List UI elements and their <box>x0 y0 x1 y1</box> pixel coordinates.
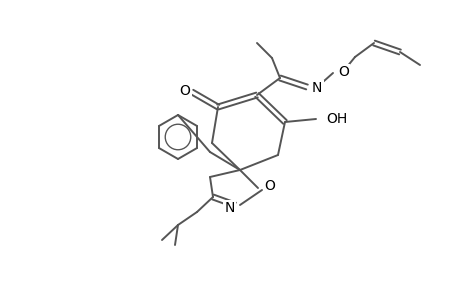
Text: N: N <box>224 201 235 215</box>
Text: O: O <box>263 179 274 193</box>
Text: O: O <box>337 65 348 79</box>
Text: OH: OH <box>325 112 347 126</box>
Text: N: N <box>311 81 322 95</box>
Text: O: O <box>179 84 190 98</box>
